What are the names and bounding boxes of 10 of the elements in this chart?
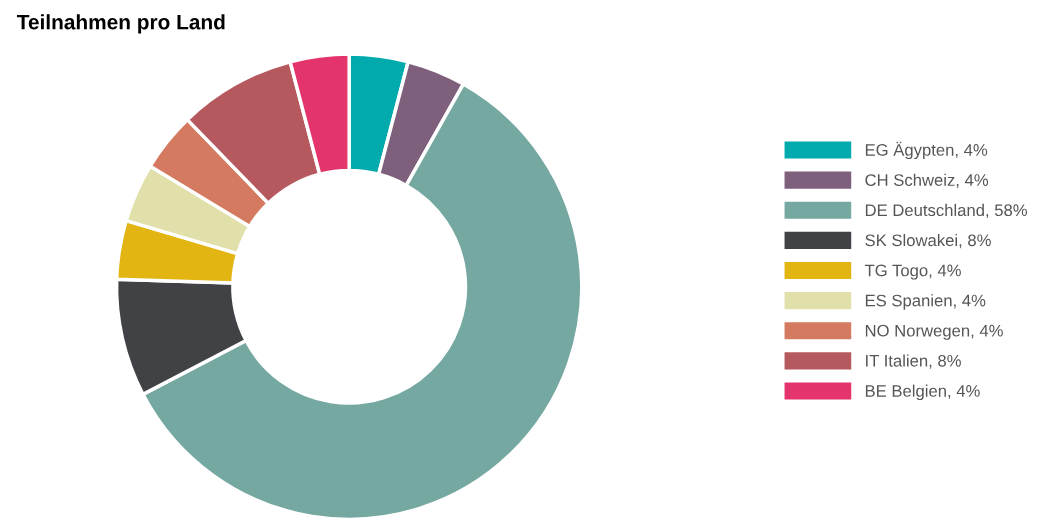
chart-title: Teilnahmen pro Land <box>16 14 225 34</box>
legend-label: CH Schweiz, 4% <box>865 173 989 188</box>
legend-label: SK Slowakei, 8% <box>865 233 991 249</box>
legend-label: EG Ägypten, 4% <box>865 141 988 160</box>
legend-label: ES Spanien, 4% <box>865 294 986 310</box>
legend-label: NO Norwegen, 4% <box>865 324 1003 340</box>
legend-label: BE Belgien, 4% <box>865 384 980 401</box>
legend-label: DE Deutschland, 58% <box>865 203 1028 219</box>
legend-label: IT Italien, 8% <box>866 354 961 369</box>
legend-label: TG Togo, 4% <box>864 264 961 280</box>
